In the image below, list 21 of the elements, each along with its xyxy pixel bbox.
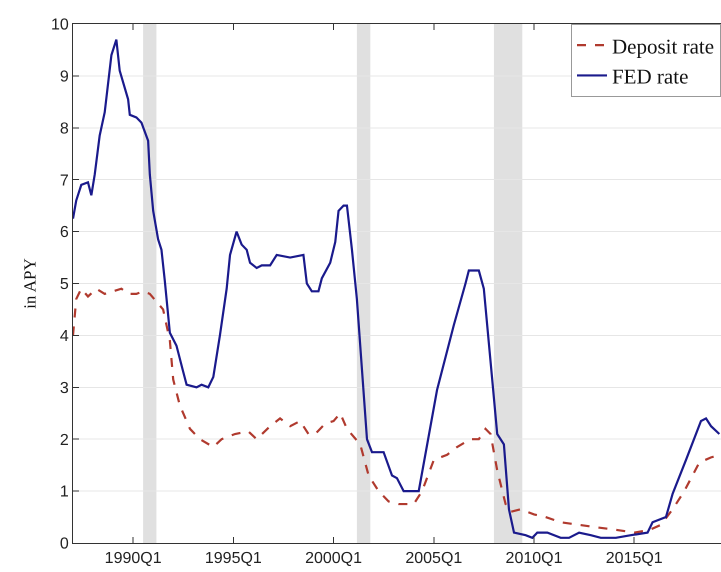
y-tick-label: 9	[60, 68, 69, 86]
y-tick-label: 2	[60, 432, 69, 449]
legend-label: FED rate	[612, 64, 688, 89]
y-tick-label: 10	[51, 16, 69, 34]
y-tick-label: 7	[60, 172, 69, 190]
y-tick-label: 4	[60, 328, 69, 345]
y-axis-title: in APY	[20, 258, 40, 309]
y-tick-label: 8	[60, 120, 69, 138]
x-tick-label: 2000Q1	[305, 550, 362, 568]
y-tick-label: 1	[60, 484, 69, 501]
y-tick-label: 6	[60, 224, 69, 242]
x-tick-label: 1990Q1	[104, 550, 162, 568]
line-series	[73, 38, 720, 539]
y-tick-label: 3	[60, 380, 69, 397]
x-tick-label: 1995Q1	[204, 550, 262, 568]
x-tick-label: 2005Q1	[405, 550, 462, 568]
y-tick-label: 5	[60, 276, 69, 294]
legend-label: Deposit rate	[612, 34, 714, 58]
x-tick-label: 2015Q1	[606, 550, 663, 568]
x-tick-label: 2010Q1	[506, 550, 563, 568]
y-tick-label: 0	[60, 536, 69, 553]
